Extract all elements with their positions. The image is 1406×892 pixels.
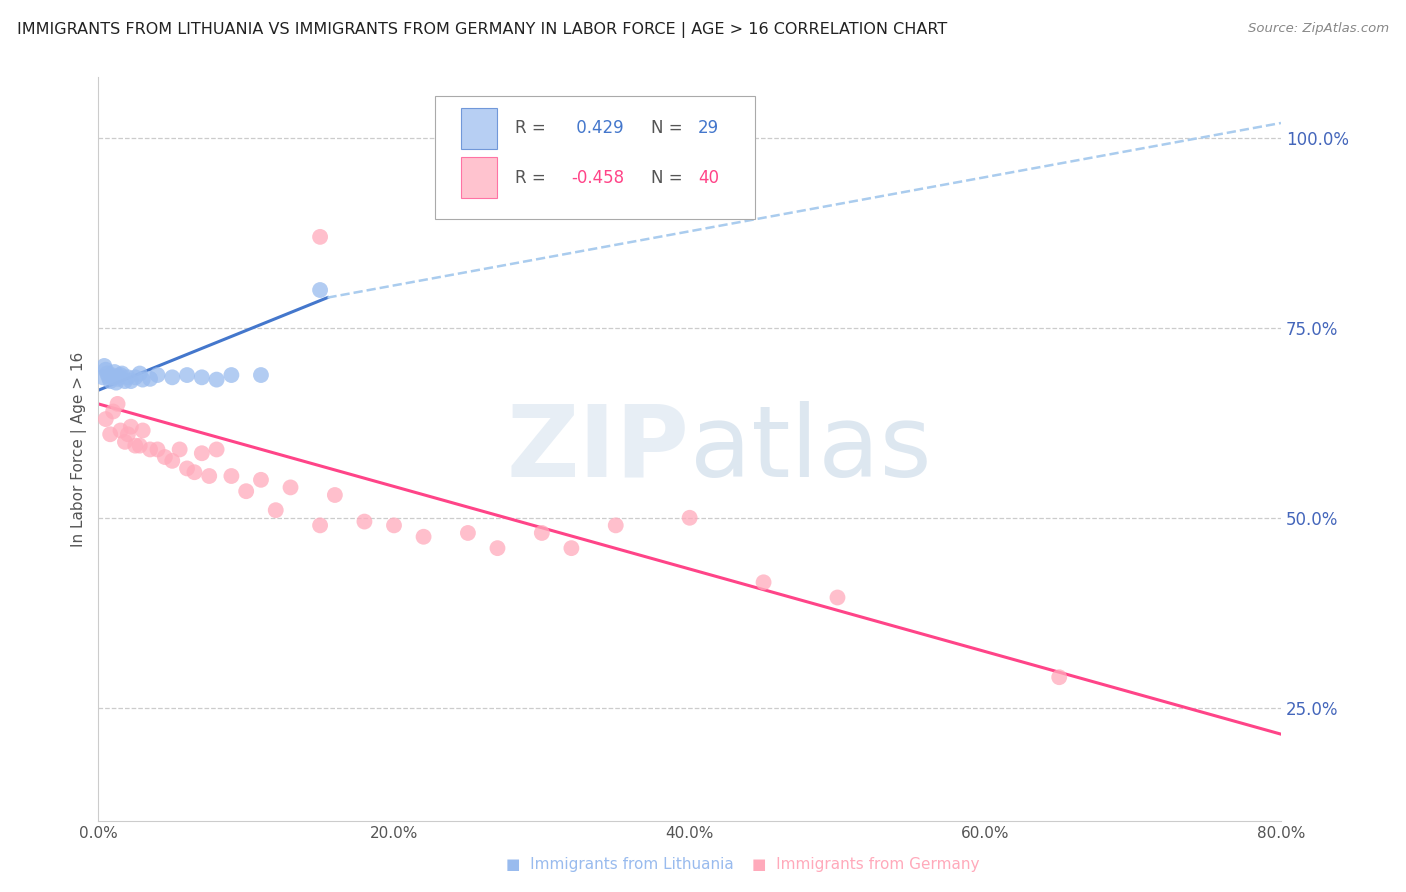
Point (131, 424, 153, 438)
Point (131, 373, 153, 387)
Point (97, 370, 120, 384)
Point (114, 434, 136, 449)
Point (128, 439, 150, 453)
Point (486, 541, 509, 556)
Point (93, 359, 115, 373)
Point (169, 442, 191, 457)
Text: N =: N = (651, 169, 682, 187)
Text: ■  Immigrants from Germany: ■ Immigrants from Germany (752, 857, 980, 872)
Point (752, 575, 775, 590)
Point (139, 442, 162, 457)
Text: ■  Immigrants from Lithuania: ■ Immigrants from Lithuania (506, 857, 734, 872)
Point (1047, 670, 1070, 684)
Point (250, 368, 273, 382)
Point (94, 412, 117, 426)
Text: IMMIGRANTS FROM LITHUANIA VS IMMIGRANTS FROM GERMANY IN LABOR FORCE | AGE > 16 C: IMMIGRANTS FROM LITHUANIA VS IMMIGRANTS … (17, 22, 948, 38)
Point (117, 427, 139, 442)
Point (91, 370, 114, 384)
Point (162, 370, 184, 384)
Point (605, 518, 627, 533)
Point (98, 374, 121, 388)
Point (162, 454, 184, 468)
Point (560, 541, 582, 556)
Point (124, 439, 146, 453)
Y-axis label: In Labor Force | Age > 16: In Labor Force | Age > 16 (72, 351, 87, 547)
Text: N =: N = (651, 120, 682, 137)
Point (679, 510, 702, 524)
Point (264, 503, 287, 517)
Point (309, 518, 332, 533)
Text: 0.429: 0.429 (571, 120, 624, 137)
Point (198, 469, 221, 483)
Point (235, 484, 257, 499)
Point (110, 368, 132, 382)
Point (117, 370, 139, 384)
Point (221, 368, 243, 382)
Point (309, 283, 332, 297)
Point (101, 404, 124, 418)
Point (530, 525, 553, 540)
Text: -0.458: -0.458 (571, 169, 624, 187)
Point (457, 525, 479, 540)
Point (205, 442, 228, 457)
Point (111, 367, 134, 381)
Point (101, 370, 124, 384)
Point (176, 368, 198, 382)
Point (108, 369, 131, 384)
Point (221, 469, 243, 483)
Text: 40: 40 (697, 169, 718, 187)
Point (309, 230, 332, 244)
Point (183, 465, 205, 479)
Point (94, 362, 117, 376)
Point (107, 397, 129, 411)
Point (191, 370, 214, 384)
Point (827, 591, 849, 605)
FancyBboxPatch shape (461, 108, 496, 149)
Point (205, 373, 228, 387)
Text: 29: 29 (697, 120, 718, 137)
FancyBboxPatch shape (461, 158, 496, 198)
Point (110, 424, 132, 438)
Point (382, 518, 405, 533)
Point (114, 374, 136, 388)
Point (146, 368, 169, 382)
Point (120, 374, 142, 388)
Point (412, 530, 434, 544)
Point (96, 367, 118, 381)
Point (107, 372, 129, 386)
Point (280, 480, 302, 494)
Point (146, 442, 169, 457)
Point (153, 450, 176, 464)
Point (128, 367, 150, 381)
Text: Source: ZipAtlas.com: Source: ZipAtlas.com (1249, 22, 1389, 36)
Point (323, 488, 346, 502)
Point (105, 376, 128, 390)
Text: R =: R = (515, 120, 546, 137)
Text: R =: R = (515, 169, 546, 187)
Point (98, 427, 121, 442)
Point (120, 419, 142, 434)
Point (176, 461, 198, 475)
Text: ZIP: ZIP (506, 401, 690, 498)
Point (100, 368, 122, 382)
Point (353, 515, 375, 529)
Point (124, 370, 146, 384)
FancyBboxPatch shape (436, 96, 755, 219)
Point (104, 365, 127, 379)
Text: atlas: atlas (690, 401, 931, 498)
Point (191, 446, 214, 460)
Point (139, 372, 162, 386)
Point (250, 473, 273, 487)
